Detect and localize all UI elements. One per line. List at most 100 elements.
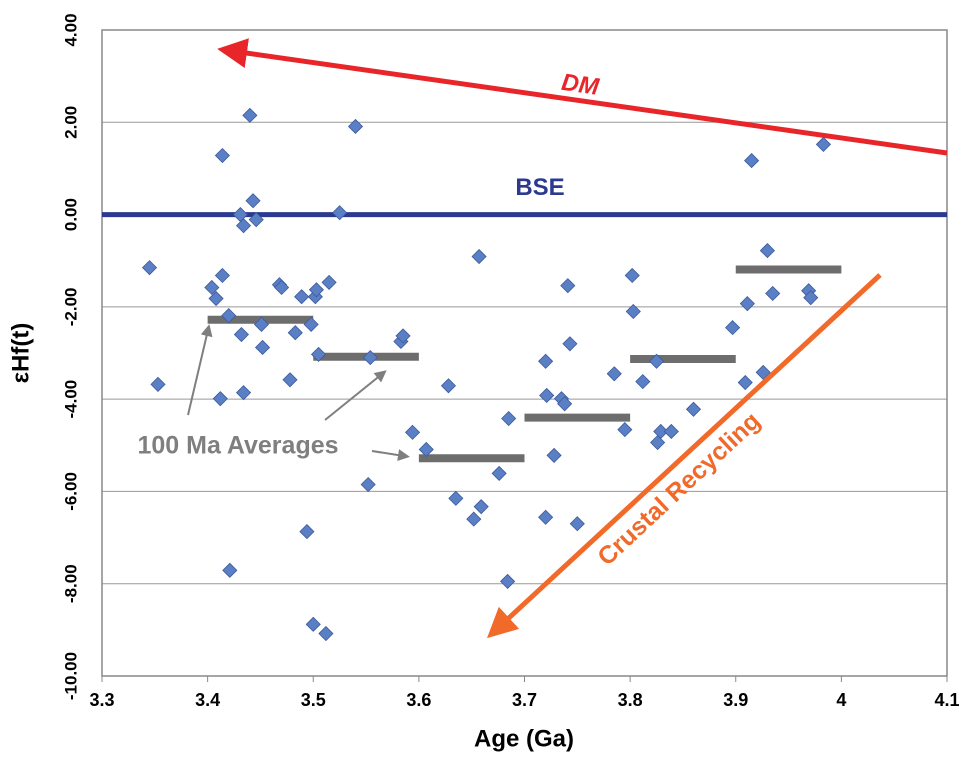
data-point — [500, 573, 516, 589]
data-point — [569, 516, 585, 532]
data-point — [755, 364, 771, 380]
data-point — [254, 339, 271, 356]
data-point — [303, 316, 319, 332]
data-point — [491, 465, 507, 481]
data-point — [539, 387, 555, 404]
data-point — [803, 290, 819, 306]
data-point — [242, 107, 258, 123]
averages-label: 100 Ma Averages — [137, 432, 338, 460]
y-tick-label: -2.00 — [61, 287, 80, 326]
dm-arrow — [217, 38, 948, 156]
data-point — [245, 193, 261, 209]
x-tick-label: 3.5 — [301, 690, 326, 710]
reference-layer: BSE — [102, 174, 947, 218]
data-point — [739, 296, 755, 312]
data-point — [282, 372, 298, 388]
averages-layer — [207, 265, 842, 463]
x-axis-label: Age (Ga) — [474, 725, 574, 752]
data-point — [214, 147, 230, 164]
data-point — [624, 267, 640, 284]
grid — [102, 29, 947, 677]
points-layer — [141, 107, 831, 642]
data-point — [744, 153, 760, 169]
data-point — [287, 325, 303, 341]
data-point — [501, 410, 517, 427]
data-point — [294, 289, 310, 305]
data-point — [235, 385, 252, 401]
data-point — [395, 328, 411, 344]
plot-frame — [101, 29, 948, 677]
data-point — [362, 350, 378, 366]
data-point — [725, 320, 741, 336]
data-point — [560, 278, 576, 294]
data-point — [473, 499, 489, 515]
y-tick-label: 2.00 — [61, 106, 80, 139]
data-point — [448, 490, 464, 506]
data-point — [141, 260, 158, 276]
y-tick-label: -8.00 — [61, 564, 80, 603]
data-point — [737, 374, 753, 391]
data-point — [765, 285, 781, 302]
data-point — [759, 242, 776, 259]
data-point — [248, 212, 264, 228]
crustal-arrow — [486, 273, 882, 639]
data-point — [332, 205, 348, 221]
data-point — [253, 316, 270, 332]
data-point — [208, 290, 224, 307]
data-point — [466, 511, 482, 527]
x-tick-label: 3.8 — [618, 690, 643, 710]
pointer-arrow — [324, 370, 387, 421]
reference-label: BSE — [515, 174, 564, 201]
data-point — [310, 346, 327, 362]
pointer-arrow — [187, 324, 213, 416]
data-point — [557, 396, 573, 412]
data-point — [360, 476, 376, 493]
data-point — [222, 562, 238, 578]
x-tick-label: 3.9 — [723, 690, 748, 710]
data-point — [221, 308, 237, 324]
data-point — [635, 374, 651, 390]
data-point — [404, 424, 421, 440]
y-tick-label: -6.00 — [61, 472, 80, 511]
dm-label: DM — [560, 69, 602, 101]
data-point — [606, 366, 622, 382]
data-point — [663, 423, 679, 440]
y-tick-label: 4.00 — [61, 13, 80, 46]
data-point — [685, 401, 702, 417]
data-point — [546, 447, 562, 464]
data-point — [440, 378, 457, 394]
data-point — [273, 279, 290, 296]
x-tick-label: 3.7 — [512, 690, 537, 710]
data-point — [347, 118, 364, 135]
y-tick-label: -4.00 — [61, 380, 80, 419]
data-point — [625, 303, 641, 320]
data-point — [617, 422, 633, 438]
data-point — [418, 441, 434, 458]
data-point — [308, 282, 324, 298]
data-point — [650, 434, 666, 451]
data-point — [562, 336, 578, 352]
pointer-arrow — [371, 449, 410, 462]
x-tick-label: 3.6 — [406, 690, 431, 710]
data-point — [538, 509, 554, 525]
y-tick-label: -10.00 — [61, 652, 80, 700]
data-point — [299, 524, 315, 540]
x-tick-label: 3.4 — [195, 690, 220, 710]
data-point — [214, 267, 230, 284]
data-point — [233, 326, 249, 343]
x-tick-label: 3.3 — [89, 690, 114, 710]
y-tick-label: 0.00 — [61, 198, 80, 231]
data-point — [204, 279, 220, 296]
data-point — [150, 376, 166, 392]
x-tick-label: 4 — [836, 690, 846, 710]
data-point — [232, 207, 248, 223]
x-tick-label: 4.1 — [934, 690, 959, 710]
y-axis-label: εHf(t) — [7, 323, 34, 384]
data-point — [321, 274, 337, 290]
data-point — [212, 391, 228, 407]
data-point — [815, 136, 831, 152]
crustal-label: Crustal Recycling — [592, 407, 766, 572]
data-point — [318, 625, 334, 642]
